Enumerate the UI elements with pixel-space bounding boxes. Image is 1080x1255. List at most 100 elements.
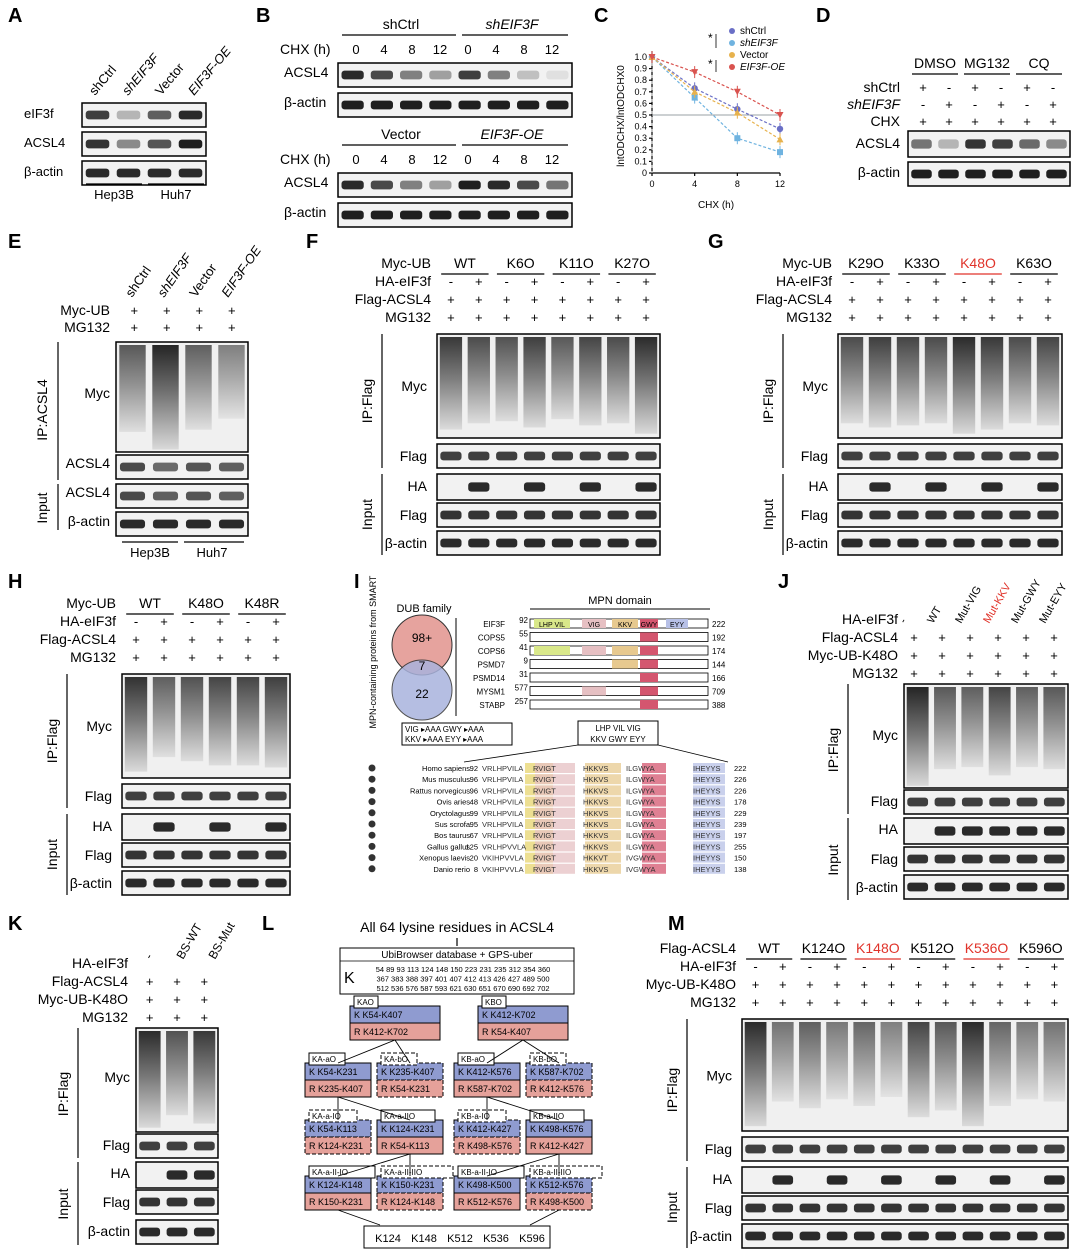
- panel-b-acsl4-band: [458, 180, 481, 190]
- panel-b-time: 4: [380, 42, 387, 57]
- panel-i-letter: I: [354, 571, 360, 593]
- panel-m-flag-ip-band: [826, 1144, 848, 1154]
- panel-l-connector: [522, 1039, 560, 1064]
- panel-d-acsl4-band: [1019, 139, 1040, 149]
- panel-i-conserved-column: [642, 819, 666, 829]
- panel-i-seq: IHEYYS: [693, 831, 721, 840]
- panel-k-flag-input-band: [193, 1197, 215, 1207]
- panel-h-flag-input-band: [125, 850, 147, 860]
- panel-e-acsl4-input-band: [218, 491, 245, 501]
- panel-j-lane-label: -: [897, 616, 909, 625]
- panel-h-myc-smear-frame: [121, 673, 291, 779]
- panel-i-conserved-column: [642, 841, 666, 852]
- panel-i-protein-end: 144: [712, 661, 726, 670]
- panel-a-letter: A: [8, 5, 22, 27]
- panel-i-conserved-column: [535, 841, 575, 852]
- panel-f-blot-label: β-actin: [385, 535, 427, 551]
- panel-l-level2-node-tag: KA-bO: [384, 1055, 408, 1064]
- panel-e-ip-label: IP:ACSL4: [34, 379, 50, 441]
- panel-k-blot-label: β-actin: [88, 1223, 130, 1239]
- panel-m-myc-smear-lane: [799, 1022, 821, 1109]
- panel-i-protein-start: 257: [515, 697, 529, 706]
- panel-b-actin-band: [458, 100, 481, 110]
- panel-f-ha-band: [523, 482, 546, 492]
- panel-i-species-start: 99: [470, 809, 478, 818]
- panel-l-level3-node-r-text: R K412-K427: [530, 1141, 584, 1151]
- panel-i-seq: VRLHPVILA: [482, 764, 523, 773]
- panel-g-sign: +: [960, 310, 968, 325]
- panel-i-conserved-column: [693, 830, 725, 841]
- panel-i-protein-bar: [529, 632, 709, 642]
- panel-j-flag-ip-band: [1043, 797, 1065, 807]
- panel-d-actin: [907, 161, 1071, 187]
- panel-l-level2-node-r-text: R K54-K231: [381, 1084, 430, 1094]
- panel-m-sign: +: [996, 977, 1004, 992]
- panel-m-ha-band: [772, 1175, 794, 1185]
- panel-i-venn-value: 22: [415, 687, 429, 701]
- panel-d-acsl4-band: [965, 139, 986, 149]
- panel-i-conserved-column: [585, 774, 621, 785]
- panel-b-acsl4-band: [341, 180, 364, 190]
- panel-h-group-label: K48O: [188, 595, 224, 611]
- panel-b-time: 8: [520, 42, 527, 57]
- panel-h-sign: -: [190, 614, 194, 629]
- panel-i-protein-bar: [529, 699, 709, 710]
- panel-f-flag-ip: [436, 443, 661, 469]
- panel-m-flag-input-band: [962, 1203, 984, 1213]
- panel-m-myc-smear-lane: [989, 1022, 1011, 1106]
- panel-h-myc-smear-lane: [208, 677, 232, 766]
- panel-m-flag-input-band: [989, 1203, 1011, 1213]
- panel-g-sign: +: [904, 292, 912, 307]
- panel-i-protein-name: COPS5: [478, 634, 506, 643]
- panel-h-flag-input-band: [237, 850, 259, 860]
- panel-j-sign: +: [910, 666, 918, 681]
- panel-c-point: [734, 135, 741, 142]
- panel-i-motif-summary-box: [577, 720, 659, 746]
- panel-h-ha-band: [153, 822, 175, 832]
- panel-m-flag-input-band: [1016, 1203, 1038, 1213]
- panel-m-sign: +: [1051, 977, 1059, 992]
- panel-i-seq: IHEYYS: [693, 854, 721, 863]
- panel-i-protein-name: COPS6: [478, 647, 506, 656]
- panel-k-cond-label: HA-eIF3f: [72, 955, 128, 971]
- panel-h-sign: +: [216, 614, 224, 629]
- panel-a-blot-ACSL4-band: [116, 139, 141, 149]
- panel-c-letter: C: [594, 5, 608, 27]
- panel-l-level3-node-r-text: R K54-K113: [381, 1141, 429, 1151]
- panel-g-myc-smear-lane: [924, 337, 948, 424]
- panel-e-group-label: Hep3B: [130, 545, 170, 560]
- panel-f-myc-smear-lane: [439, 337, 463, 430]
- panel-k-flag-ip-band: [166, 1141, 188, 1151]
- panel-f-group-label: WT: [454, 255, 476, 271]
- panel-h-flag-input: [121, 842, 291, 868]
- panel-g-sign: -: [906, 274, 910, 289]
- panel-e-acsl4-input-band: [119, 491, 146, 501]
- panel-l-level3-node-r-text: R K124-K231: [309, 1141, 363, 1151]
- panel-f-sign: +: [559, 310, 567, 325]
- panel-g-sign: +: [876, 292, 884, 307]
- panel-b-time: 0: [464, 42, 471, 57]
- panel-m-sign: +: [860, 995, 868, 1010]
- panel-k-cond-label: Myc-UB-K48O: [38, 991, 128, 1007]
- panel-i-side-label: MPN-containing proteins from SMART: [368, 575, 378, 728]
- panel-i-protein-name: EIF3F: [483, 620, 505, 629]
- panel-h-flag-ip-band: [181, 791, 203, 801]
- panel-i-conserved-column: [585, 819, 621, 829]
- panel-d-sign: +: [1049, 114, 1057, 129]
- panel-j-myc-smear-lane: [934, 687, 956, 770]
- panel-e-sign: +: [163, 303, 171, 318]
- panel-f-myc-smear-lane: [634, 337, 658, 434]
- panel-g-actin-band: [869, 538, 891, 548]
- panel-m-flag-ip-band: [989, 1144, 1011, 1154]
- panel-l-level2-node-k-text: K K412-K576: [458, 1067, 512, 1077]
- panel-i-species-start: 67: [470, 831, 478, 840]
- panel-e-blot-label: ACSL4: [66, 455, 111, 471]
- panel-j-ha-frame: [903, 817, 1069, 845]
- panel-c-legend-marker: [729, 64, 735, 70]
- panel-j-actin-frame: [903, 874, 1069, 900]
- panel-j-ha-band: [961, 826, 983, 836]
- panel-h-cond-label: Myc-UB: [66, 595, 116, 611]
- panel-b-chx-label: CHX (h): [280, 41, 331, 57]
- panel-d-sign: -: [999, 80, 1003, 95]
- panel-h-ha-band: [265, 822, 287, 832]
